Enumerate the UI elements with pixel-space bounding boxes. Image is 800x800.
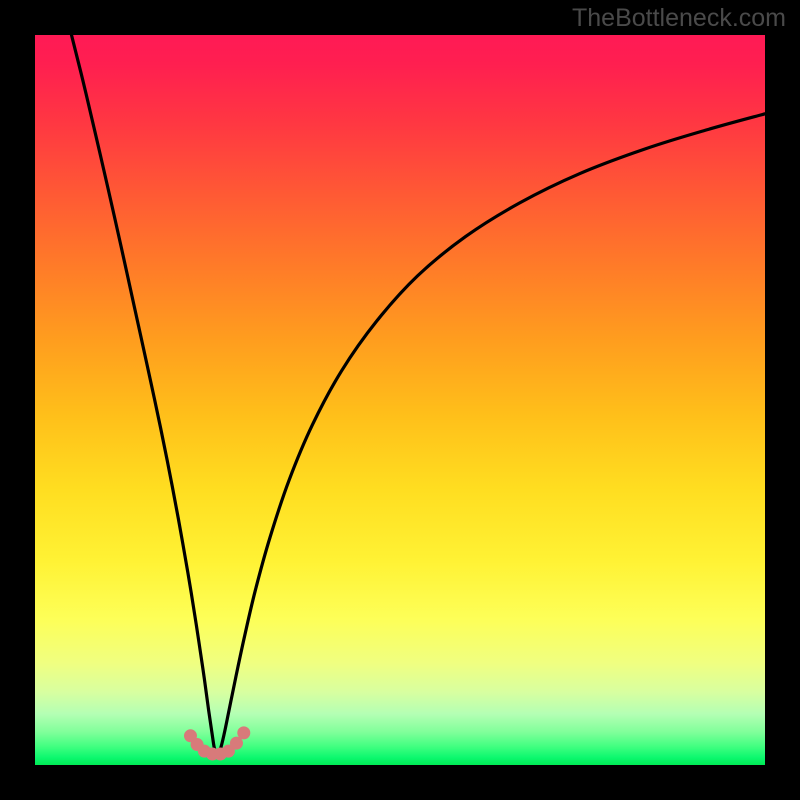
main-curve — [72, 35, 766, 753]
watermark-text: TheBottleneck.com — [572, 4, 786, 33]
plot-area — [35, 35, 765, 765]
root-container: TheBottleneck.com — [0, 0, 800, 800]
bottom-markers-group — [184, 726, 250, 760]
marker-dot — [237, 726, 250, 739]
curve-overlay — [35, 35, 765, 765]
